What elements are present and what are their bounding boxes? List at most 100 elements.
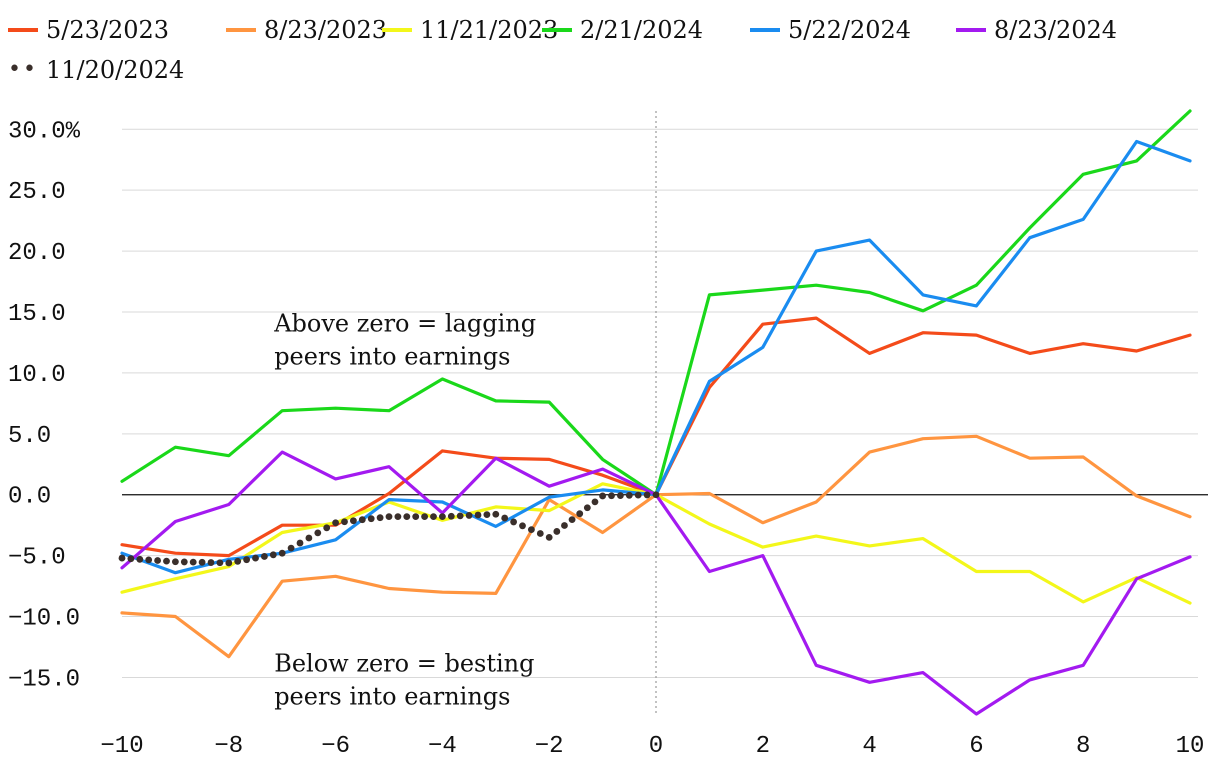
data-point bbox=[252, 554, 259, 562]
data-point bbox=[528, 526, 535, 534]
legend-label: 5/22/2024 bbox=[788, 16, 912, 44]
y-tick-label: −5.0 bbox=[8, 545, 66, 572]
legend-item: 8/23/2023 bbox=[226, 12, 387, 48]
data-point bbox=[652, 491, 660, 499]
data-point bbox=[519, 522, 526, 530]
y-tick-label: −10.0 bbox=[8, 606, 80, 633]
legend-item: 2/21/2024 bbox=[542, 12, 703, 48]
legend-swatch bbox=[8, 28, 38, 32]
x-tick-label: −2 bbox=[535, 733, 564, 760]
y-tick-label: 0.0 bbox=[8, 484, 51, 511]
legend-item: 8/23/2024 bbox=[956, 12, 1117, 48]
data-point bbox=[625, 491, 633, 499]
data-point bbox=[568, 516, 576, 524]
legend-swatch bbox=[956, 28, 986, 32]
y-tick-label: 20.0 bbox=[8, 240, 66, 267]
y-tick-label: 15.0 bbox=[8, 301, 66, 328]
legend-swatch bbox=[542, 28, 572, 32]
data-point bbox=[145, 556, 153, 564]
x-tick-label: −10 bbox=[100, 733, 143, 760]
data-point bbox=[421, 513, 428, 521]
data-point bbox=[269, 551, 277, 559]
data-point bbox=[261, 553, 268, 560]
legend-item: 11/21/2023 bbox=[382, 12, 558, 48]
data-point bbox=[599, 492, 606, 500]
x-tick-label: 2 bbox=[756, 733, 770, 760]
data-point bbox=[234, 557, 242, 565]
y-tick-label: 5.0 bbox=[8, 423, 51, 450]
legend-item: •• 11/20/2024 bbox=[8, 52, 184, 88]
data-point bbox=[643, 491, 651, 499]
x-tick-label: −6 bbox=[321, 733, 350, 760]
data-point bbox=[118, 554, 126, 562]
data-point bbox=[430, 513, 437, 521]
data-point bbox=[278, 549, 286, 557]
annotation-line: Below zero = besting bbox=[274, 649, 534, 677]
data-point bbox=[243, 556, 251, 564]
series-11-20-2024 bbox=[118, 491, 660, 567]
data-point bbox=[576, 510, 584, 518]
data-point bbox=[198, 558, 206, 566]
data-point bbox=[341, 518, 348, 526]
data-point bbox=[501, 514, 509, 522]
legend-swatch: •• bbox=[8, 57, 38, 82]
legend-label: 2/21/2024 bbox=[580, 16, 704, 44]
data-point bbox=[591, 498, 599, 506]
data-point bbox=[447, 512, 455, 520]
data-point bbox=[287, 544, 295, 552]
legend-label: 8/23/2023 bbox=[264, 16, 388, 44]
data-point bbox=[561, 522, 568, 529]
data-point bbox=[465, 512, 473, 519]
legend-label: 5/23/2023 bbox=[46, 16, 170, 44]
x-tick-label: 0 bbox=[649, 733, 663, 760]
legend-item: 5/23/2023 bbox=[8, 12, 169, 48]
data-point bbox=[154, 557, 162, 564]
annotation-line: peers into earnings bbox=[274, 682, 510, 710]
x-tick-label: 6 bbox=[969, 733, 983, 760]
data-point bbox=[189, 558, 197, 566]
legend-label: 11/21/2023 bbox=[420, 16, 559, 44]
data-point bbox=[553, 528, 561, 535]
data-point bbox=[536, 530, 544, 537]
data-point bbox=[412, 513, 420, 521]
legend-label: 8/23/2024 bbox=[994, 16, 1118, 44]
data-point bbox=[305, 534, 313, 542]
data-point bbox=[583, 504, 591, 512]
legend-label: 11/20/2024 bbox=[46, 56, 185, 84]
data-point bbox=[350, 517, 357, 525]
data-point bbox=[545, 533, 553, 541]
data-point bbox=[163, 557, 170, 565]
data-point bbox=[617, 492, 624, 499]
data-point bbox=[358, 516, 366, 524]
x-tick-label: 4 bbox=[862, 733, 876, 760]
data-point bbox=[207, 559, 215, 566]
data-point bbox=[483, 511, 491, 519]
data-point bbox=[314, 529, 322, 537]
data-point bbox=[323, 524, 331, 532]
legend-swatch bbox=[750, 28, 780, 32]
legend-item: 5/22/2024 bbox=[750, 12, 911, 48]
y-tick-label: 30.0% bbox=[8, 118, 81, 145]
x-tick-label: 8 bbox=[1076, 733, 1090, 760]
data-point bbox=[608, 492, 615, 500]
data-point bbox=[180, 558, 188, 566]
data-point bbox=[332, 519, 339, 527]
y-tick-label: 25.0 bbox=[8, 179, 66, 206]
y-tick-label: −15.0 bbox=[8, 666, 80, 693]
data-point bbox=[492, 510, 500, 518]
data-point bbox=[225, 559, 233, 567]
data-point bbox=[367, 515, 375, 523]
legend-swatch bbox=[226, 28, 256, 32]
annotation-line: Above zero = lagging bbox=[273, 309, 536, 337]
data-point bbox=[456, 512, 464, 520]
data-point bbox=[634, 491, 642, 499]
data-point bbox=[510, 518, 517, 526]
annotation-line: peers into earnings bbox=[274, 342, 510, 370]
data-point bbox=[403, 513, 411, 521]
x-tick-label: 10 bbox=[1176, 733, 1205, 760]
data-point bbox=[127, 555, 135, 563]
x-tick-label: −8 bbox=[214, 733, 243, 760]
y-tick-label: 10.0 bbox=[8, 362, 66, 389]
data-point bbox=[474, 511, 482, 519]
